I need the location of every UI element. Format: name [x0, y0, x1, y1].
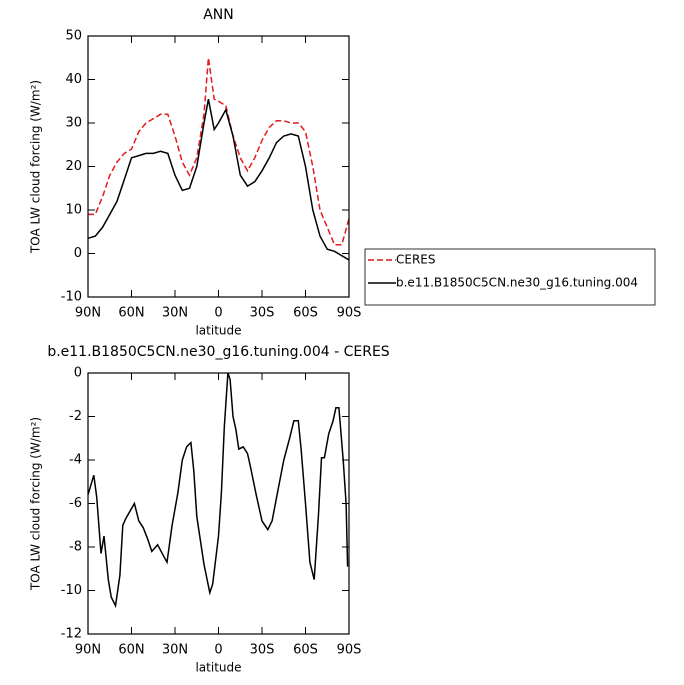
plot-frame	[87, 35, 350, 298]
x-tick-label: 30N	[162, 643, 188, 658]
chart-title: ANN	[203, 7, 234, 23]
data-line	[87, 98, 350, 261]
y-tick-label: 0	[74, 246, 82, 261]
y-tick-label: -12	[61, 627, 82, 642]
y-tick-label: 0	[74, 366, 82, 381]
y-tick-label: 50	[65, 29, 82, 44]
plot-frame	[87, 372, 350, 635]
y-axis-label: TOA LW cloud forcing (W/m²)	[29, 80, 43, 254]
y-axis-label: TOA LW cloud forcing (W/m²)	[29, 417, 43, 591]
y-tick-label: 30	[65, 116, 82, 131]
x-tick-label: 0	[214, 306, 222, 321]
legend-label: CERES	[396, 253, 436, 267]
x-tick-label: 90N	[75, 306, 101, 321]
y-tick-label: -8	[69, 540, 82, 555]
x-tick-label: 60N	[118, 643, 144, 658]
data-line	[88, 57, 350, 246]
y-tick-label: 40	[65, 72, 82, 87]
y-tick-label: -2	[69, 409, 82, 424]
x-tick-label: 90N	[75, 643, 101, 658]
x-tick-label: 90S	[337, 643, 362, 658]
x-tick-label: 0	[214, 643, 222, 658]
legend-box	[364, 248, 656, 306]
chart-title: b.e11.B1850C5CN.ne30_g16.tuning.004 - CE…	[47, 344, 389, 360]
y-tick-label: -6	[69, 496, 82, 511]
y-tick-label: -10	[61, 290, 82, 305]
y-tick-label: -10	[61, 583, 82, 598]
y-tick-label: 20	[65, 159, 82, 174]
x-axis-label: latitude	[195, 661, 241, 675]
x-tick-label: 30N	[162, 306, 188, 321]
x-tick-label: 60S	[293, 643, 318, 658]
x-tick-label: 30S	[250, 643, 275, 658]
x-axis-label: latitude	[195, 324, 241, 338]
x-tick-label: 30S	[250, 306, 275, 321]
y-tick-label: 10	[65, 203, 82, 218]
x-tick-label: 90S	[337, 306, 362, 321]
x-tick-label: 60N	[118, 306, 144, 321]
y-tick-label: -4	[69, 453, 82, 468]
x-tick-label: 60S	[293, 306, 318, 321]
data-line	[87, 372, 349, 609]
legend-label: b.e11.B1850C5CN.ne30_g16.tuning.004	[396, 276, 638, 290]
